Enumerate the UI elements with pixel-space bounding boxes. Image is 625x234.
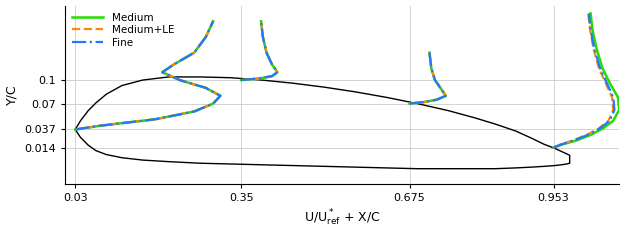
Line: Medium+LE: Medium+LE [75, 21, 221, 129]
Medium+LE [98, 124, 105, 127]
Medium [209, 102, 217, 105]
Medium [202, 87, 209, 89]
Fine [209, 102, 217, 105]
Fine [209, 20, 217, 23]
Medium+LE [202, 36, 209, 38]
Fine [202, 87, 209, 89]
Y-axis label: Y/C: Y/C [6, 84, 19, 105]
Fine [71, 128, 79, 131]
Medium+LE [170, 63, 177, 66]
Fine [217, 94, 224, 97]
Medium+LE [209, 102, 217, 105]
Medium+LE [191, 51, 198, 54]
Medium [71, 128, 79, 131]
Fine [159, 71, 166, 74]
Medium+LE [191, 110, 198, 113]
Fine [191, 110, 198, 113]
Fine [98, 124, 105, 127]
Medium+LE [159, 71, 166, 74]
Line: Fine: Fine [75, 21, 221, 129]
Medium [159, 71, 166, 74]
Medium+LE [202, 87, 209, 89]
Fine [176, 79, 184, 81]
Medium [170, 63, 177, 66]
Medium+LE [176, 79, 184, 81]
Medium+LE [217, 94, 224, 97]
Medium+LE [71, 128, 79, 131]
Fine [191, 51, 198, 54]
Fine [202, 36, 209, 38]
Medium [98, 124, 105, 127]
X-axis label: U/U$^*_\mathrm{ref}$ + X/C: U/U$^*_\mathrm{ref}$ + X/C [304, 208, 381, 228]
Medium [191, 110, 198, 113]
Medium [176, 79, 184, 81]
Medium [151, 118, 159, 121]
Medium [191, 51, 198, 54]
Medium [217, 94, 224, 97]
Medium [209, 20, 217, 23]
Medium+LE [151, 118, 159, 121]
Line: Medium: Medium [75, 21, 221, 129]
Medium [202, 36, 209, 38]
Legend: Medium, Medium+LE, Fine: Medium, Medium+LE, Fine [70, 11, 176, 50]
Fine [151, 118, 159, 121]
Fine [170, 63, 177, 66]
Medium+LE [209, 20, 217, 23]
